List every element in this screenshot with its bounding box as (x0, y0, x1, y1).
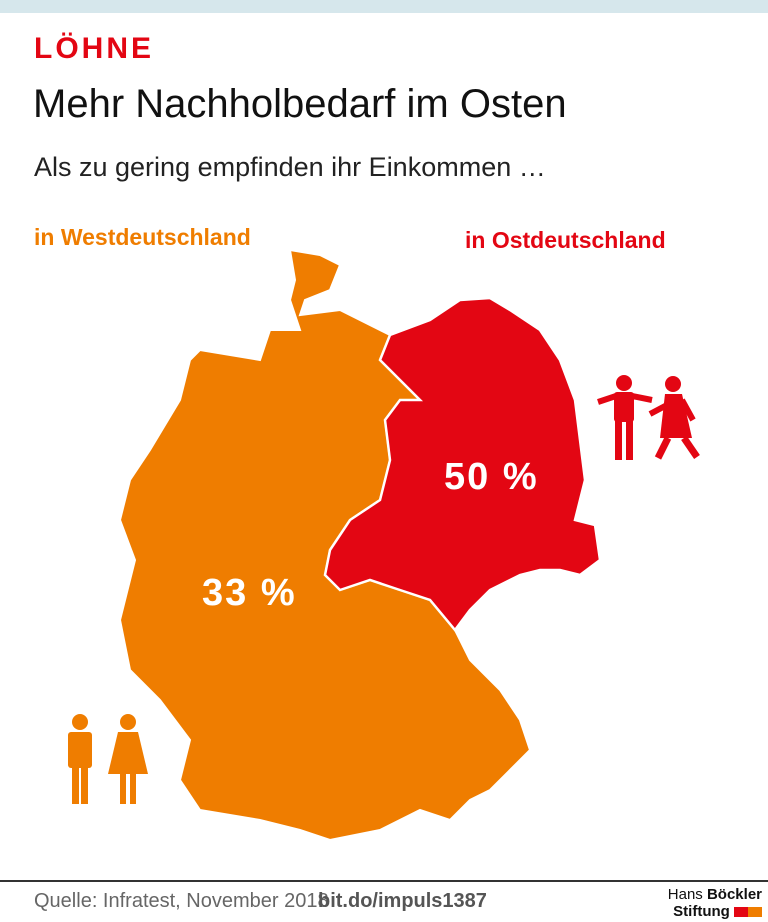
source-link[interactable]: bit.do/impuls1387 (318, 890, 487, 912)
man-woman-standing-icon (68, 714, 148, 804)
footer-divider (0, 880, 768, 882)
east-label: in Ostdeutschland (465, 227, 666, 253)
kicker: LÖHNE (34, 32, 154, 65)
top-bar (0, 0, 768, 13)
east-germany-region (323, 296, 602, 633)
west-label: in Westdeutschland (34, 224, 251, 250)
west-percentage: 33 % (202, 572, 297, 614)
logo-text-line2: Stiftung (673, 903, 730, 920)
east-percentage: 50 % (444, 456, 539, 498)
subtitle: Als zu gering empfinden ihr Einkommen … (34, 152, 546, 182)
logo-orange-square (748, 907, 762, 918)
man-woman-walking-icon (597, 375, 700, 460)
page-title: Mehr Nachholbedarf im Osten (33, 82, 567, 126)
source-text: Quelle: Infratest, November 2018 (34, 890, 329, 912)
hans-boeckler-logo: Hans Böckler Stiftung (668, 886, 762, 920)
logo-text-bold: Böckler (706, 886, 762, 903)
logo-text-light: Hans (667, 886, 703, 903)
logo-red-square (734, 907, 748, 918)
